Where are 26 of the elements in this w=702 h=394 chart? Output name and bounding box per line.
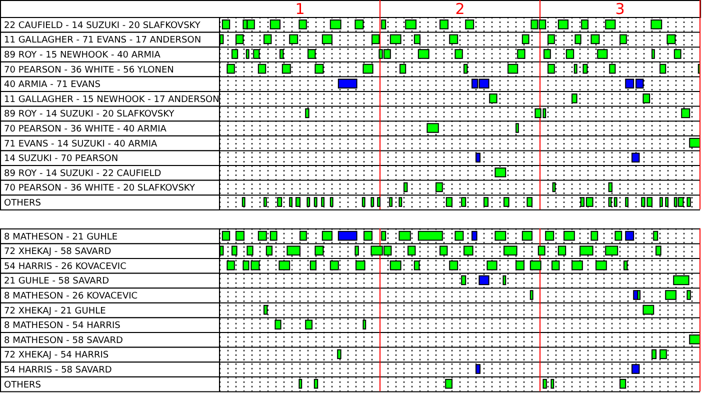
category-label: 21 GUHLE - 58 SAVARD (4, 276, 110, 287)
x-tick-label: 2 (455, 0, 465, 18)
category-label: 8 MATHESON - 26 KOVACEVIC (4, 292, 138, 302)
category-label: 8 MATHESON - 21 GUHLE (4, 232, 118, 242)
category-label: 72 XHEKAJ - 21 GUHLE (4, 306, 106, 316)
y-tick-label: 71 EVANS - 14 SUZUKI - 40 ARMIA (4, 139, 158, 150)
y-tick-label: 14 SUZUKI - 70 PEARSON (4, 154, 118, 164)
y-tick-label: 40 ARMIA - 71 EVANS (4, 80, 101, 90)
x-tick-label: 3 (615, 0, 625, 18)
y-tick-label: 70 PEARSON - 36 WHITE - 40 ARMIA (4, 124, 168, 134)
y-tick-label: 70 PEARSON - 36 WHITE - 56 YLONEN (4, 65, 174, 76)
category-label: 72 XHEKAJ - 58 SAVARD (4, 247, 112, 258)
y-tick-label: OTHERS (4, 198, 42, 208)
category-label: 8 MATHESON - 54 HARRIS (4, 321, 120, 332)
y-tick-label: 89 ROY - 14 SUZUKI - 20 SLAFKOVSKY (4, 110, 175, 120)
y-tick-label: 11 GALLAGHER - 71 EVANS - 17 ANDERSON (4, 36, 202, 46)
y-tick-label: 11 GALLAGHER - 15 NEWHOOK - 17 ANDERSON (4, 94, 220, 105)
y-tick-label: 89 ROY - 15 NEWHOOK - 40 ARMIA (4, 50, 162, 60)
y-tick-label: 89 ROY - 14 SUZUKI - 22 CAUFIELD (4, 168, 162, 179)
x-tick-label: 1 (295, 0, 305, 18)
category-label: 72 XHEKAJ - 54 HARRIS (4, 350, 109, 361)
y-tick-label: 22 CAUFIELD - 14 SUZUKI - 20 SLAFKOVSKY (4, 20, 201, 31)
y-tick-label: 70 PEARSON - 36 WHITE - 20 SLAFKOVSKY (4, 184, 196, 194)
category-label: 54 HARRIS - 26 KOVACEVIC (4, 262, 126, 272)
category-label: 8 MATHESON - 58 SAVARD (4, 336, 123, 346)
category-label: 54 HARRIS - 58 SAVARD (4, 366, 112, 376)
